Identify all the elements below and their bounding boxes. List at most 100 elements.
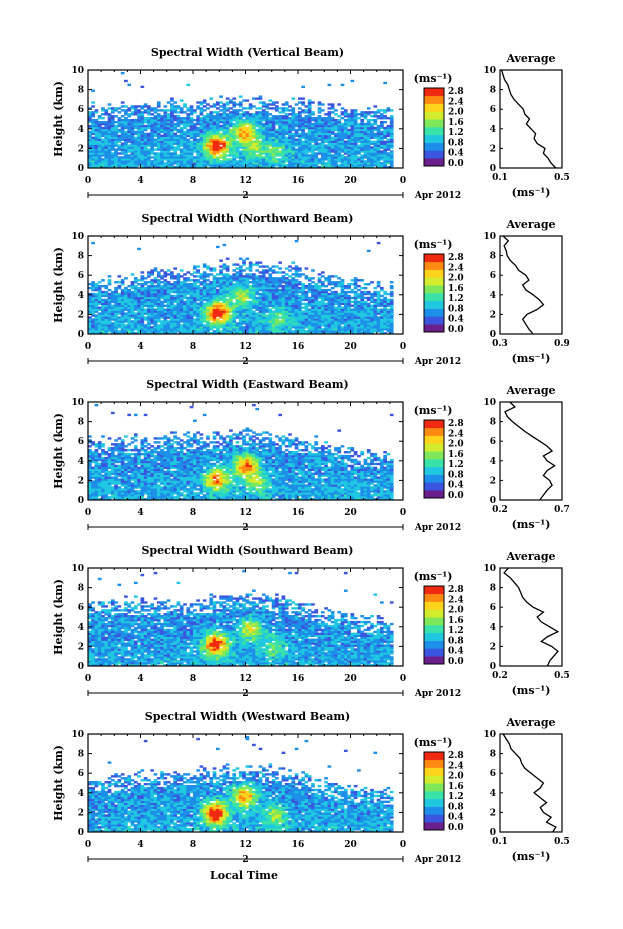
heatmap-cell — [255, 111, 260, 114]
heatmap-cell — [130, 120, 135, 124]
heatmap-cell — [153, 142, 158, 145]
heatmap-cell — [189, 113, 194, 116]
heatmap-cell — [209, 122, 214, 126]
heatmap-cell — [189, 144, 194, 147]
heatmap-cell — [320, 103, 325, 106]
heatmap-cell — [311, 126, 315, 130]
heatmap-cell — [363, 130, 368, 134]
heatmap-cell — [327, 136, 332, 139]
heatmap-cell — [327, 134, 332, 138]
heatmap-cell — [222, 134, 227, 138]
heatmap-cell — [88, 292, 92, 296]
heatmap-cell — [101, 126, 105, 130]
heatmap-cell — [156, 324, 161, 327]
heatmap-cell — [314, 142, 319, 145]
heatmap-cell — [196, 140, 200, 143]
heatmap-cell — [265, 105, 269, 108]
heatmap-cell — [383, 162, 387, 165]
heatmap-cell — [278, 164, 282, 167]
heatmap-cell — [91, 318, 95, 321]
heatmap-cell — [153, 298, 158, 302]
heatmap-cell — [101, 130, 105, 134]
heatmap-cell — [235, 126, 240, 130]
heatmap-cell — [189, 119, 194, 122]
heatmap-cell — [156, 166, 161, 169]
heatmap-cell — [281, 134, 286, 138]
heatmap-cell — [268, 120, 273, 124]
heatmap-cell — [117, 119, 122, 122]
heatmap-cell — [107, 142, 112, 145]
heatmap-cell — [235, 119, 240, 122]
heatmap-cell — [265, 146, 269, 149]
heatmap-cell — [170, 285, 174, 288]
heatmap-cell — [104, 128, 109, 132]
heatmap-cell — [91, 296, 95, 300]
heatmap-cell — [284, 109, 289, 112]
heatmap-cell — [225, 164, 230, 167]
heatmap-cell — [107, 279, 112, 282]
heatmap-cell — [340, 326, 345, 329]
heatmap-cell — [258, 158, 263, 161]
heatmap-cell — [173, 117, 177, 120]
heatmap-cell — [147, 136, 151, 139]
heatmap-cell — [179, 281, 184, 284]
heatmap-cell — [133, 328, 138, 331]
heatmap-cell — [163, 288, 168, 292]
heatmap-cell — [160, 124, 164, 128]
heatmap-cell — [156, 158, 161, 161]
heatmap-cell — [376, 117, 381, 120]
heatmap-cell — [229, 138, 233, 141]
heatmap-cell — [281, 103, 286, 106]
heatmap-cell — [196, 265, 200, 268]
heatmap-cell — [120, 288, 125, 292]
heatmap-cell — [147, 308, 151, 311]
heatmap-cell — [183, 142, 187, 145]
heatmap-cell — [107, 302, 112, 305]
heatmap-cell — [271, 158, 276, 161]
heatmap-cell — [183, 138, 187, 141]
heatmap-cell — [97, 136, 102, 139]
heatmap-cell — [130, 328, 135, 331]
heatmap-cell — [245, 126, 250, 130]
heatmap-cell — [153, 144, 158, 147]
heatmap-cell — [107, 117, 112, 120]
heatmap-cell — [219, 156, 223, 159]
heatmap-cell — [186, 154, 191, 157]
heatmap-cell — [91, 119, 95, 122]
heatmap-cell — [327, 158, 332, 161]
heatmap-cell — [301, 142, 305, 145]
heatmap-cell — [153, 128, 158, 132]
heatmap-cell — [189, 140, 194, 143]
heatmap-cell — [150, 126, 155, 130]
heatmap-cell — [163, 300, 168, 304]
heatmap-cell — [275, 158, 279, 161]
heatmap-cell — [173, 286, 177, 290]
heatmap-cell — [170, 312, 174, 315]
heatmap-cell — [317, 150, 322, 153]
heatmap-cell — [209, 120, 214, 124]
heatmap-cell — [314, 144, 319, 147]
heatmap-cell — [357, 140, 361, 143]
heatmap-cell — [88, 164, 92, 167]
heatmap-cell — [143, 302, 148, 305]
heatmap-cell — [275, 140, 279, 143]
heatmap-cell — [235, 146, 240, 149]
heatmap-cell — [340, 144, 345, 147]
heatmap-cell — [153, 148, 158, 151]
heatmap-cell — [212, 132, 217, 136]
heatmap-cell — [189, 107, 194, 110]
heatmap-cell — [340, 107, 345, 110]
heatmap-cell — [334, 164, 338, 167]
heatmap-cell — [150, 332, 155, 335]
heatmap-cell — [150, 285, 155, 288]
heatmap-cell — [248, 126, 253, 130]
heatmap-cell — [248, 119, 253, 122]
heatmap-cell — [143, 105, 148, 108]
heatmap-cell — [91, 332, 95, 335]
heatmap-cell — [179, 99, 184, 102]
heatmap-cell — [150, 128, 155, 132]
heatmap-cell — [127, 107, 132, 110]
heatmap-cell — [363, 122, 368, 126]
heatmap-cell — [117, 120, 122, 124]
heatmap-cell — [222, 164, 227, 167]
